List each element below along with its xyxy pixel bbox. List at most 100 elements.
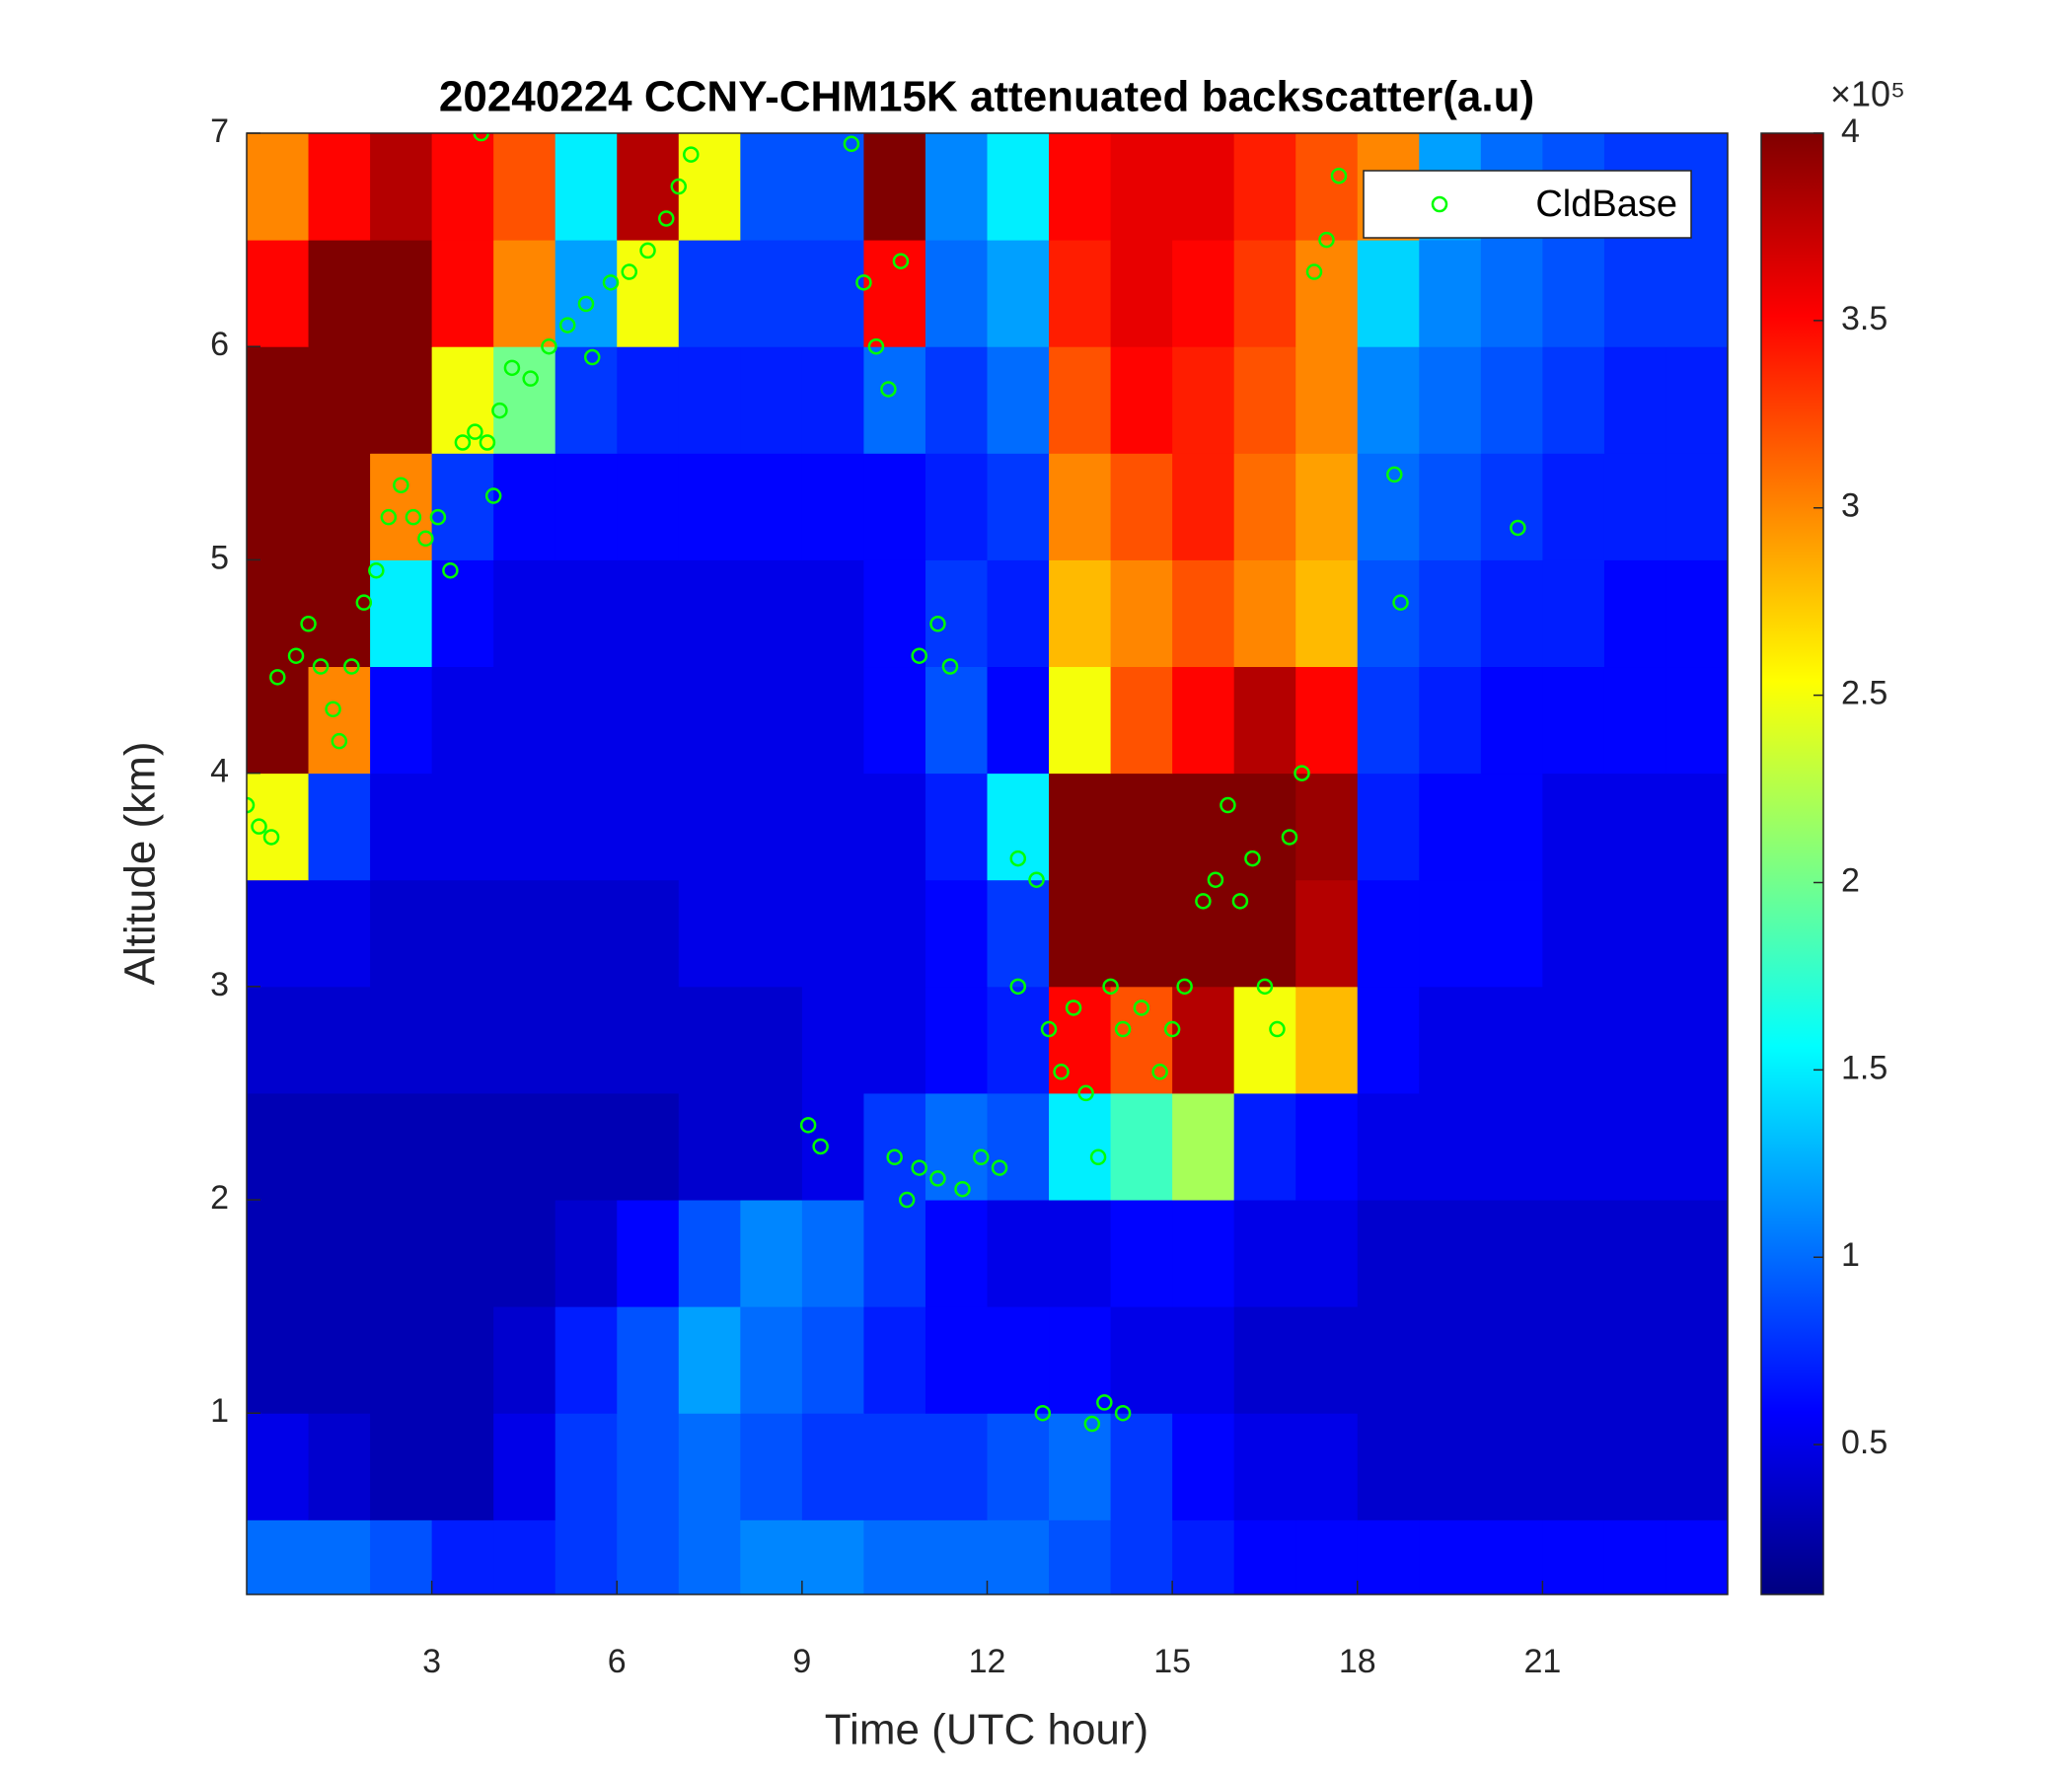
- heat-cell: [1480, 666, 1543, 775]
- heat-cell: [1233, 666, 1296, 775]
- heat-cell: [1110, 986, 1173, 1094]
- heat-cell: [863, 559, 926, 668]
- heat-cell: [1357, 986, 1420, 1094]
- heat-cell: [1480, 1092, 1543, 1201]
- heat-cell: [987, 1200, 1050, 1307]
- cloud-base-point: [1133, 999, 1150, 1016]
- heat-cell: [1172, 1306, 1235, 1414]
- heat-cell: [801, 240, 864, 347]
- heat-cell: [431, 1519, 494, 1594]
- heat-cell: [1110, 453, 1173, 560]
- heat-cell: [1603, 1519, 1666, 1594]
- heat-cell: [431, 240, 494, 347]
- heat-cell: [678, 773, 741, 881]
- heat-cell: [1049, 559, 1112, 668]
- x-tick-label: 18: [1339, 1643, 1376, 1680]
- heat-cell: [678, 453, 741, 560]
- cloud-base-point: [558, 317, 576, 333]
- heat-cell: [863, 666, 926, 775]
- heat-cell: [617, 346, 680, 454]
- heat-cell: [431, 1306, 494, 1414]
- cloud-base-point: [1392, 594, 1409, 611]
- heat-cell: [247, 346, 310, 454]
- heat-cell: [1665, 346, 1728, 454]
- heat-cell: [370, 986, 433, 1094]
- heat-cell: [555, 879, 618, 988]
- heat-cell: [1542, 346, 1605, 454]
- heat-cell: [1049, 1200, 1112, 1307]
- heat-cell: [555, 133, 618, 241]
- heat-cell: [493, 986, 556, 1094]
- heat-cell: [247, 453, 310, 560]
- heat-cell: [370, 1413, 433, 1520]
- heat-cell: [987, 559, 1050, 668]
- cloud-base-point: [929, 1170, 946, 1187]
- cloud-base-point: [1089, 1148, 1107, 1166]
- heat-cell: [1049, 133, 1112, 241]
- cloud-base-point: [602, 274, 620, 291]
- heat-cell: [370, 453, 433, 560]
- heat-cell: [1049, 1413, 1112, 1520]
- heat-cell: [1603, 1092, 1666, 1201]
- heat-cell: [1295, 346, 1359, 454]
- heat-cell: [1357, 1306, 1420, 1414]
- cloud-base-point: [380, 508, 398, 526]
- heat-cell: [1542, 559, 1605, 668]
- heat-cell: [1480, 240, 1543, 347]
- heat-cell: [1295, 1306, 1359, 1414]
- heat-cell: [801, 559, 864, 668]
- cloud-base-point: [467, 423, 483, 440]
- cloud-base-point: [503, 359, 521, 377]
- heat-cell: [1542, 453, 1605, 560]
- heat-cell: [370, 879, 433, 988]
- cloud-base-point: [941, 658, 959, 675]
- cloud-base-point: [954, 1180, 971, 1198]
- heat-cell: [370, 1200, 433, 1307]
- heat-cell: [1172, 453, 1235, 560]
- heat-cell: [925, 666, 988, 775]
- heat-cell: [678, 1092, 741, 1201]
- heat-cell: [247, 1092, 310, 1201]
- heat-cell: [431, 133, 494, 241]
- cloud-base-point: [991, 1159, 1008, 1176]
- cloud-base-point: [1269, 1020, 1286, 1038]
- heat-cell: [370, 1306, 433, 1414]
- cloud-base-point: [812, 1138, 829, 1155]
- heat-cell: [617, 240, 680, 347]
- heat-cell: [1665, 1413, 1728, 1520]
- heat-cell: [617, 879, 680, 988]
- heat-cell: [1295, 559, 1359, 668]
- cloud-base-point: [522, 370, 539, 387]
- heat-cell: [740, 1200, 803, 1307]
- heat-cell: [247, 1200, 310, 1307]
- heat-cell: [493, 453, 556, 560]
- heat-cell: [801, 986, 864, 1094]
- heat-cell: [308, 1519, 371, 1594]
- heat-cell: [1295, 240, 1359, 347]
- cloud-base-point: [491, 402, 508, 419]
- cloud-base-point: [1305, 263, 1323, 280]
- cloud-base-point: [454, 434, 472, 451]
- heat-cell: [1049, 879, 1112, 988]
- cloud-base-point: [639, 242, 656, 259]
- heat-cell: [1603, 346, 1666, 454]
- cloud-base-point: [479, 434, 496, 451]
- heat-cell: [801, 879, 864, 988]
- heat-cell: [801, 346, 864, 454]
- cloud-base-point: [1028, 871, 1045, 888]
- heat-cell: [1110, 1519, 1173, 1594]
- heat-cell: [247, 773, 310, 881]
- heat-cell: [1049, 773, 1112, 881]
- heat-cell: [1419, 666, 1482, 775]
- heat-cell: [925, 773, 988, 881]
- heat-cell: [1110, 559, 1173, 668]
- heat-cell: [493, 240, 556, 347]
- cloud-base-point: [262, 829, 280, 846]
- heat-cell: [1172, 346, 1235, 454]
- heat-cell: [1542, 1092, 1605, 1201]
- heat-cell: [431, 879, 494, 988]
- heat-cell: [925, 986, 988, 1094]
- cloud-base-point: [867, 337, 885, 355]
- heat-cell: [1357, 773, 1420, 881]
- heat-cell: [1110, 1306, 1173, 1414]
